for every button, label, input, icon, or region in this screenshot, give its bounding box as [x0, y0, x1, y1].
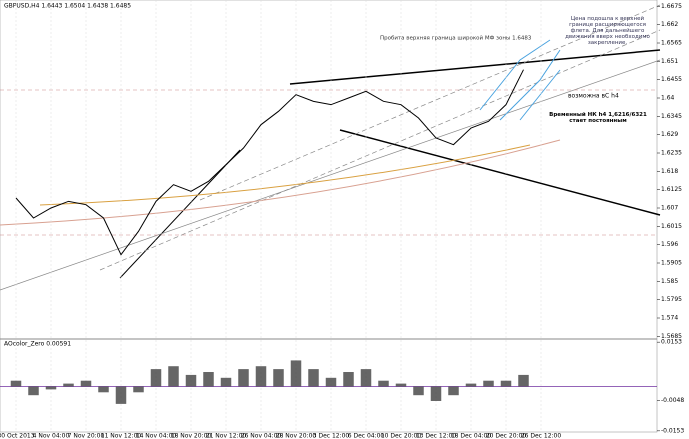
x-tick-label: 26 Dec 12:00 [521, 433, 562, 439]
x-tick-label: 4 Nov 04:00 [33, 433, 70, 439]
x-tick-label: 26 Nov 04:00 [241, 433, 282, 439]
y-tick-label: 1.662 [661, 21, 678, 28]
oscillator-bar [255, 366, 267, 387]
oscillator-bar [413, 386, 424, 396]
oscillator-bar [220, 377, 232, 387]
oscillator-bar [45, 386, 57, 390]
y-tick-label: 1.607 [661, 205, 678, 212]
price-line [15, 69, 524, 256]
oscillator-bar [80, 380, 92, 387]
oscillator-bar [360, 369, 372, 387]
oscillator-bar [238, 369, 249, 387]
x-tick-label: 7 Nov 20:00 [68, 433, 105, 439]
y2-tick-label: -0.0153 [661, 427, 684, 434]
oscillator-bar [483, 380, 494, 387]
oscillator-bar [308, 369, 319, 387]
y-tick-label: 1.5685 [661, 333, 682, 340]
annotation: Пробита верхняя граница широкой МФ зоны … [380, 35, 532, 42]
y-tick-label: 1.6015 [661, 223, 682, 230]
x-tick-label: 13 Dec 12:00 [416, 433, 457, 439]
x-tick-label: 20 Dec 20:00 [486, 433, 527, 439]
oscillator-bar [430, 386, 442, 401]
y-tick-label: 1.6565 [661, 40, 682, 47]
y-tick-label: 1.574 [661, 315, 678, 322]
oscillator-bar [133, 386, 144, 393]
y-tick-label: 1.5905 [661, 260, 682, 267]
y-tick-label: 1.64 [661, 95, 675, 102]
oscillator-bar [343, 372, 354, 387]
oscillator-bar [448, 386, 459, 396]
oscillator-bar [325, 377, 337, 387]
x-tick-label: 3 Dec 12:00 [313, 433, 350, 439]
plot-frame [0, 0, 658, 433]
y-tick-label: 1.618 [661, 168, 678, 175]
annotation: Временный НК h4 1,6216/6321 стает постоя… [549, 112, 647, 124]
x-tick-label: 21 Nov 12:00 [206, 433, 247, 439]
oscillator-bar [465, 383, 477, 387]
y2-tick-label: -0.0048 [661, 397, 684, 404]
x-tick-label: 11 Nov 12:00 [101, 433, 142, 439]
oscillator-bar [378, 380, 389, 387]
oscillator-bar [150, 369, 162, 387]
y-tick-label: 1.585 [661, 278, 678, 285]
x-tick-label: 6 Dec 04:00 [348, 433, 385, 439]
x-tick-label: 30 Oct 2013 [0, 433, 35, 439]
y-tick-label: 1.596 [661, 241, 678, 248]
x-tick-label: 18 Nov 20:00 [171, 433, 212, 439]
y-tick-label: 1.651 [661, 58, 678, 65]
annotation-box: Временный НК h4 1,6216/6321 стает постоя… [549, 112, 647, 124]
oscillator-bar [203, 372, 214, 387]
y-tick-label: 1.6675 [661, 3, 682, 10]
y2-tick-label: 0.0153 [661, 339, 682, 346]
y-tick-label: 1.6125 [661, 186, 682, 193]
y-tick-label: 1.6345 [661, 113, 682, 120]
chart-title: GBPUSD,H4 1.6443 1.6504 1.6438 1.6485 [4, 3, 131, 10]
trend-lines [0, 4, 661, 291]
oscillator-bar [168, 366, 179, 387]
x-tick-label: 18 Dec 04:00 [451, 433, 492, 439]
y-tick-label: 1.6235 [661, 150, 682, 157]
oscillator-bar [185, 374, 197, 387]
x-tick-label: 28 Nov 20:00 [276, 433, 317, 439]
oscillator-bar [290, 360, 302, 387]
annotation: Цена подошла к верхней границе расширяющ… [565, 16, 650, 46]
oscillator-bar [115, 386, 127, 404]
oscillator-bar [10, 380, 22, 387]
oscillator-bar [395, 383, 407, 387]
y-tick-label: 1.629 [661, 131, 678, 138]
oscillator-bar [28, 386, 39, 396]
x-tick-label: 10 Dec 20:00 [381, 433, 422, 439]
x-tick-label: 14 Nov 04:00 [136, 433, 177, 439]
oscillator-bar [273, 369, 284, 387]
oscillator-bar [500, 380, 512, 387]
oscillator-bar [518, 374, 529, 387]
oscillator-bar [63, 383, 74, 387]
annotation: возможна вС h4 [568, 93, 619, 100]
y-tick-label: 1.5795 [661, 296, 682, 303]
chart-subtitle: AOcolor_Zero 0.00591 [4, 341, 71, 348]
y-tick-label: 1.6455 [661, 76, 682, 83]
oscillator-bar [98, 386, 109, 393]
annotation-box: Цена подошла к верхней границе расширяющ… [565, 16, 650, 46]
